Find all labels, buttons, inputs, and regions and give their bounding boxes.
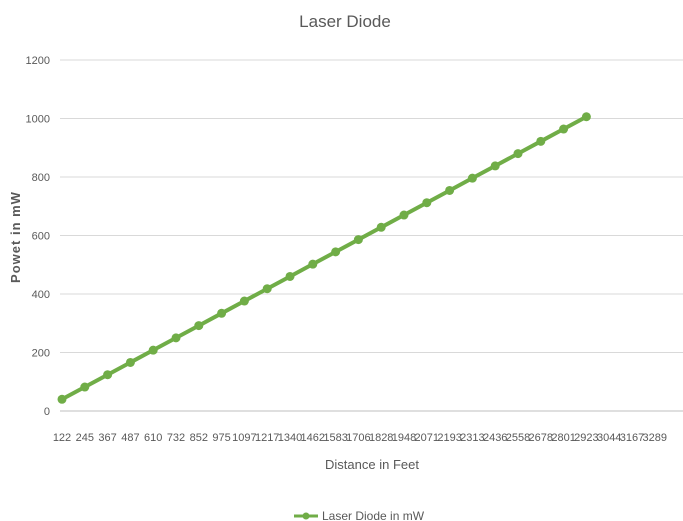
legend-label: Laser Diode in mW — [322, 509, 425, 521]
x-tick-label: 732 — [167, 432, 185, 444]
y-tick-label: 1000 — [26, 114, 50, 126]
x-tick-label: 975 — [212, 432, 230, 444]
x-tick-label: 3044 — [597, 432, 621, 444]
y-tick-label: 200 — [32, 348, 50, 360]
x-tick-label: 852 — [190, 432, 208, 444]
x-tick-label: 1462 — [301, 432, 325, 444]
x-tick-label: 1706 — [346, 432, 370, 444]
data-point — [171, 333, 181, 343]
y-tick-label: 1200 — [26, 55, 50, 67]
data-point — [559, 124, 569, 134]
y-axis-ticks: 0 200 400 600 800 1000 1200 — [26, 55, 50, 418]
legend: Laser Diode in mW — [294, 509, 425, 521]
x-tick-label: 487 — [121, 432, 139, 444]
data-point — [422, 198, 432, 208]
data-point — [536, 136, 546, 146]
y-tick-label: 800 — [32, 172, 50, 184]
legend-swatch-marker — [302, 512, 310, 520]
data-point — [353, 235, 363, 245]
y-tick-label: 600 — [32, 231, 50, 243]
x-tick-label: 367 — [98, 432, 116, 444]
data-point — [376, 222, 386, 232]
data-point — [57, 394, 67, 404]
x-tick-label: 2436 — [483, 432, 507, 444]
x-tick-label: 2801 — [551, 432, 575, 444]
data-point — [490, 161, 500, 171]
y-axis-label: Powet in mW — [8, 191, 23, 283]
data-point — [467, 173, 477, 183]
chart-title: Laser Diode — [299, 12, 391, 31]
x-tick-label: 2678 — [529, 432, 553, 444]
series-group — [57, 112, 591, 404]
data-point — [581, 112, 591, 122]
x-tick-label: 2193 — [437, 432, 461, 444]
data-point — [103, 370, 113, 380]
data-point — [399, 210, 409, 220]
data-point — [331, 247, 341, 257]
y-tick-label: 0 — [44, 406, 50, 418]
x-tick-label: 2923 — [574, 432, 598, 444]
x-tick-label: 245 — [76, 432, 94, 444]
x-tick-label: 1948 — [392, 432, 416, 444]
x-tick-label: 2071 — [415, 432, 439, 444]
x-axis-label: Distance in Feet — [325, 457, 419, 472]
x-tick-label: 122 — [53, 432, 71, 444]
data-point — [445, 185, 455, 195]
data-point — [194, 321, 204, 331]
data-point — [125, 357, 135, 367]
data-point — [239, 296, 249, 306]
x-tick-label: 1583 — [323, 432, 347, 444]
x-tick-label: 2313 — [460, 432, 484, 444]
data-point — [308, 259, 318, 269]
x-tick-label: 1340 — [278, 432, 302, 444]
x-tick-label: 1097 — [232, 432, 256, 444]
series-line — [60, 114, 589, 402]
data-point — [513, 149, 523, 159]
x-tick-label: 1828 — [369, 432, 393, 444]
data-point — [285, 271, 295, 281]
x-tick-label: 1217 — [255, 432, 279, 444]
x-tick-label: 610 — [144, 432, 162, 444]
data-point — [217, 308, 227, 318]
x-tick-label: 3167 — [620, 432, 644, 444]
data-point — [262, 284, 272, 294]
x-tick-label: 2558 — [506, 432, 530, 444]
data-point — [148, 345, 158, 355]
gridlines — [60, 59, 683, 353]
x-axis-ticks: 122 245 367 487 610 732 852 975 1097121713401462… — [53, 432, 667, 444]
data-point — [80, 382, 90, 392]
x-tick-label: 3289 — [643, 432, 667, 444]
y-tick-label: 400 — [32, 289, 50, 301]
